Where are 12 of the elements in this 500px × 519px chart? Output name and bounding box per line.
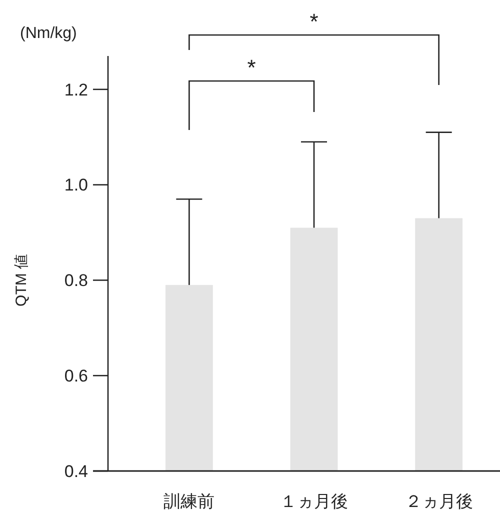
- y-tick-label: 1.0: [64, 176, 88, 195]
- y-axis-title: QTM 値: [13, 254, 30, 306]
- text: *: [310, 9, 319, 34]
- y-tick-label: 0.4: [64, 462, 88, 481]
- text: (Nm/kg): [20, 25, 77, 42]
- annotation: *: [247, 55, 256, 80]
- y-tick-label: 1.2: [64, 80, 88, 100]
- y-tick-label: 0.6: [64, 366, 88, 386]
- x-tick-label: ２ヵ月後: [404, 492, 473, 511]
- y-tick-label: 0.8: [64, 271, 88, 290]
- x-tick-label: 訓練前: [164, 492, 215, 511]
- x-tick-label: １ヵ月後: [280, 492, 348, 511]
